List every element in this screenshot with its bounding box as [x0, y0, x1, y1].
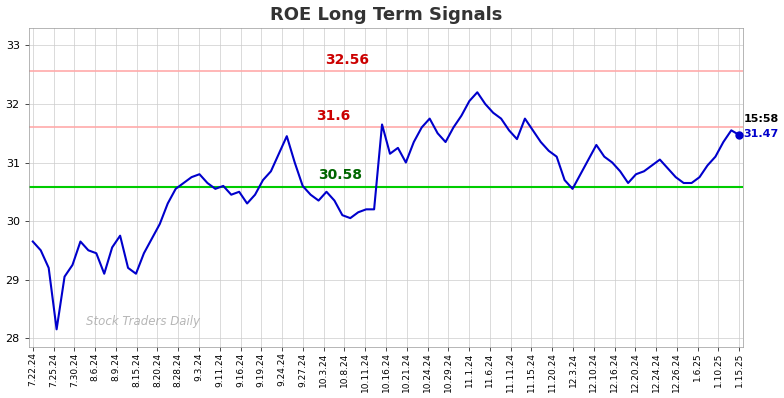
Text: Stock Traders Daily: Stock Traders Daily: [86, 315, 200, 328]
Title: ROE Long Term Signals: ROE Long Term Signals: [270, 6, 503, 23]
Text: 15:58: 15:58: [743, 113, 779, 124]
Text: 32.56: 32.56: [325, 53, 369, 66]
Text: 30.58: 30.58: [318, 168, 362, 182]
Text: 31.6: 31.6: [316, 109, 350, 123]
Text: 31.47: 31.47: [743, 129, 779, 139]
